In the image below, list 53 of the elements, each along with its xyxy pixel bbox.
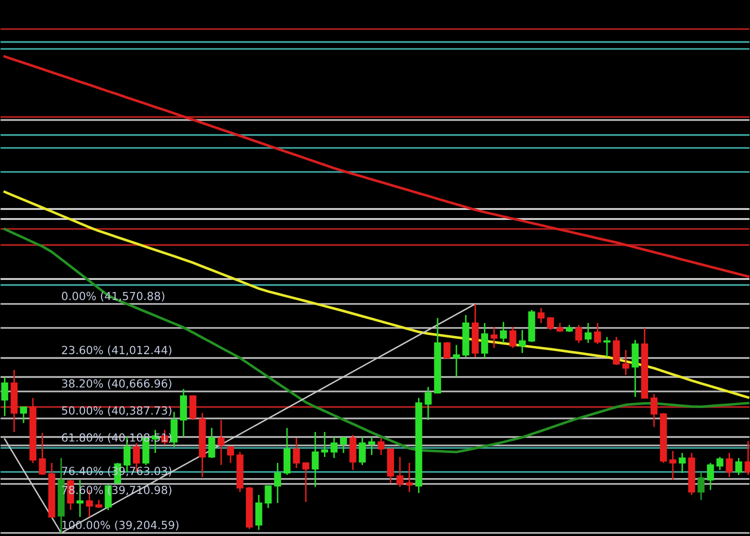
candlestick	[340, 436, 347, 454]
candlestick	[669, 450, 676, 481]
candlestick	[321, 431, 328, 458]
candlestick	[735, 457, 742, 476]
candlestick	[650, 393, 658, 428]
candlestick	[170, 411, 178, 448]
candlestick	[208, 427, 216, 459]
candlestick	[378, 437, 385, 456]
candlestick	[452, 344, 460, 378]
ref-line-label: 50.00% (40,387.73)	[62, 406, 172, 416]
ref-line-label: 23.60% (41,012.44)	[62, 346, 172, 356]
candlestick	[678, 452, 686, 474]
candlestick	[481, 322, 488, 359]
candlestick	[509, 326, 516, 349]
candlestick	[547, 316, 554, 331]
candlestick	[500, 321, 507, 344]
candlestick	[302, 462, 310, 503]
candlestick	[612, 336, 620, 366]
candlestick	[1, 376, 8, 417]
candlestick	[518, 329, 526, 354]
candlestick	[490, 326, 498, 349]
candlestick	[406, 462, 413, 493]
candlestick	[20, 406, 27, 424]
candlestick	[284, 427, 290, 476]
candlestick	[698, 471, 705, 501]
candlestick	[264, 485, 272, 509]
candlestick	[603, 336, 610, 358]
candlestick	[575, 324, 582, 344]
candlestick	[716, 456, 724, 471]
candlestick	[292, 437, 300, 469]
candlestick	[189, 395, 196, 421]
candlestick	[38, 432, 46, 476]
candlestick	[180, 388, 187, 438]
candlestick	[349, 434, 356, 471]
candlestick	[632, 339, 639, 398]
candlestick	[330, 436, 338, 459]
ref-line-label: 38.20% (40,666.96)	[62, 379, 172, 389]
candlestick	[584, 322, 592, 344]
candlestick	[396, 456, 404, 488]
candlestick	[368, 436, 376, 456]
candlestick	[227, 446, 234, 464]
candlestick	[358, 436, 366, 466]
candlestick	[218, 419, 225, 466]
candlestick	[707, 462, 714, 491]
candlestick	[594, 322, 602, 345]
candlestick	[255, 494, 262, 531]
candlestick	[274, 462, 282, 504]
candlestick	[312, 431, 319, 488]
candlestick	[444, 341, 450, 359]
candlestick	[424, 386, 432, 421]
candlestick	[622, 349, 630, 376]
candlestick	[726, 452, 733, 478]
candlestick	[538, 307, 545, 324]
